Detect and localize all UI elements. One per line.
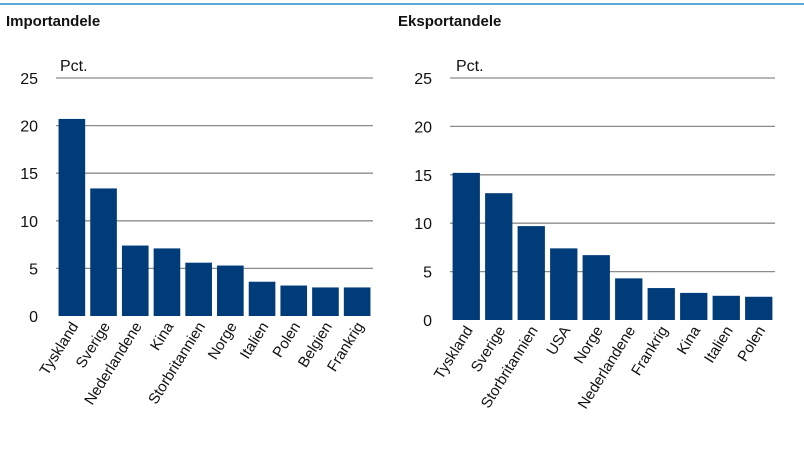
import-bar: [58, 118, 86, 316]
import-bar: [280, 285, 308, 316]
export-category-label: Kina: [674, 323, 705, 358]
import-category-label: Italien: [237, 319, 273, 362]
import-ytick-label: 25: [20, 71, 38, 88]
import-category-label: Norge: [205, 319, 241, 363]
export-category-label: Polen: [734, 323, 769, 365]
export-category-label: Italien: [701, 323, 737, 366]
import-bar: [90, 188, 117, 316]
export-bar: [517, 226, 545, 320]
export-bar: [550, 248, 578, 320]
import-ytick-label: 10: [20, 214, 38, 231]
import-ytick-label: 15: [20, 166, 38, 183]
import-bar: [248, 281, 276, 316]
export-bar: [485, 193, 513, 320]
export-bar: [712, 295, 740, 320]
import-bar: [343, 287, 371, 316]
import-category-label: Kina: [147, 319, 178, 354]
import-ytick-label: 5: [29, 261, 38, 278]
export-category-label: USA: [543, 323, 574, 358]
export-ytick-label: 10: [414, 216, 432, 233]
export-ytick-label: 5: [423, 265, 432, 282]
import-bar: [153, 248, 181, 316]
export-bar: [615, 278, 643, 320]
export-ytick-label: 0: [423, 313, 432, 330]
top-rule: [0, 3, 804, 5]
export-ytick-label: 20: [414, 119, 432, 136]
export-bar: [582, 255, 610, 320]
export-ytick-label: 15: [414, 168, 432, 185]
export-bar: [680, 292, 708, 320]
import-ylabel: Pct.: [60, 58, 88, 75]
import-bar: [121, 245, 149, 316]
import-bar: [217, 265, 244, 316]
import-ytick-label: 20: [20, 119, 38, 136]
export-bar: [647, 288, 675, 320]
import-category-label: Tyskland: [36, 319, 82, 378]
import-bar: [312, 287, 339, 316]
export-ylabel: Pct.: [456, 58, 484, 75]
import-chart-title: Importandele: [6, 13, 101, 30]
import-ytick-label: 0: [29, 309, 38, 326]
export-bar: [452, 172, 480, 320]
export-chart-title: Eksportandele: [398, 13, 502, 30]
export-category-label: Tyskland: [431, 323, 477, 382]
export-bar: [745, 296, 773, 320]
import-bar: [185, 262, 212, 316]
export-ytick-label: 25: [414, 71, 432, 88]
